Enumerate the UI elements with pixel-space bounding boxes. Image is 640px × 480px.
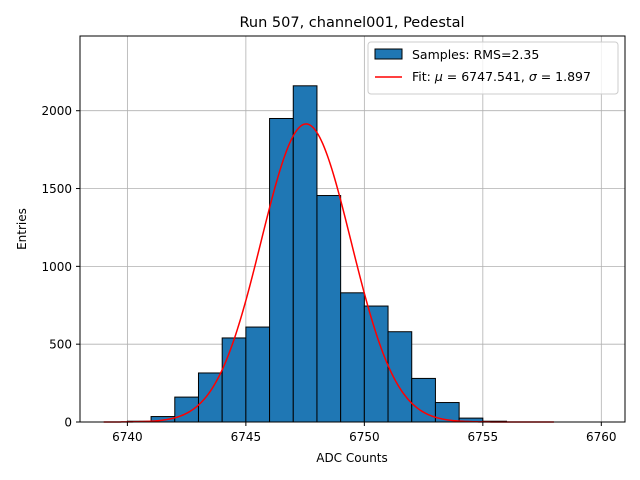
- legend-fit-label: Fit: μ = 6747.541, σ = 1.897: [412, 69, 591, 84]
- x-tick-label: 6755: [468, 430, 499, 444]
- x-tick-label: 6750: [349, 430, 380, 444]
- histogram-bar: [197, 372, 223, 423]
- legend-fit-sigma-value: = 1.897: [537, 69, 591, 84]
- histogram-bar: [174, 396, 199, 423]
- histogram-bar: [245, 326, 271, 423]
- y-axis-label: Entries: [15, 208, 29, 250]
- chart-title: Run 507, channel001, Pedestal: [239, 15, 464, 31]
- legend: Samples: RMS=2.35 Fit: μ = 6747.541, σ =…: [367, 41, 619, 95]
- x-axis-ticks: 6740 6745 6750 6755 6760: [112, 422, 617, 444]
- x-tick-label: 6745: [231, 430, 262, 444]
- histogram-bar: [221, 337, 247, 423]
- histogram-bar: [387, 331, 413, 423]
- axes-frame: [79, 35, 626, 423]
- legend-fit-prefix: Fit:: [412, 69, 435, 84]
- histogram-bar: [363, 305, 389, 423]
- legend-histogram-label: Samples: RMS=2.35: [412, 47, 539, 62]
- y-tick-label: 0: [64, 416, 72, 430]
- legend-fit-mu-value: = 6747.541,: [443, 69, 529, 84]
- x-tick-label: 6740: [112, 430, 143, 444]
- x-axis-label: ADC Counts: [316, 451, 388, 465]
- legend-histogram-swatch: [374, 48, 403, 60]
- histogram-bar: [340, 292, 365, 423]
- y-tick-label: 1500: [41, 182, 72, 196]
- y-tick-label: 500: [49, 338, 72, 352]
- histogram-bar: [316, 195, 342, 423]
- y-tick-label: 1000: [41, 260, 72, 274]
- histogram-bars: [126, 85, 508, 423]
- legend-fit-sigma-symbol: σ: [529, 69, 538, 84]
- y-tick-label: 2000: [41, 104, 72, 118]
- legend-box: [367, 41, 619, 95]
- legend-fit-mu-symbol: μ: [434, 69, 443, 84]
- y-axis-ticks: 0 500 1000 1500 2000: [41, 104, 80, 430]
- x-tick-label: 6760: [586, 430, 617, 444]
- histogram-bar: [434, 402, 460, 423]
- histogram-bar: [292, 85, 318, 423]
